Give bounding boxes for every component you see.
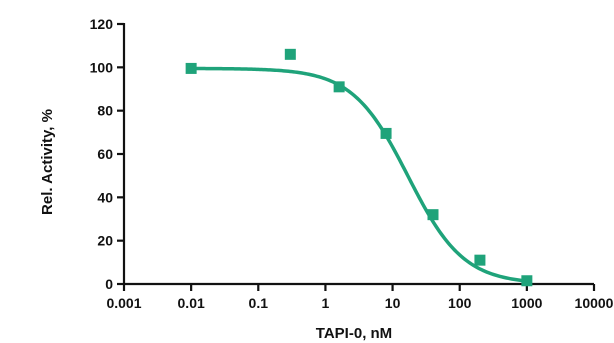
y-axis-ticks: 0 20 40 60 80 100 120: [90, 16, 124, 292]
x-tick-label: 100: [448, 295, 472, 311]
data-points: [185, 48, 533, 287]
data-point: [380, 127, 392, 139]
x-tick-label: 0.001: [106, 295, 141, 311]
x-axis-ticks: 0.001 0.01 0.1 1 10 100 1000 10000: [106, 284, 614, 311]
x-tick-label: 10: [385, 295, 401, 311]
x-axis-title: TAPI-0, nM: [316, 325, 392, 342]
data-point: [333, 81, 345, 93]
x-tick-label: 1: [322, 295, 330, 311]
y-tick-label: 100: [90, 59, 114, 75]
data-point: [521, 275, 533, 287]
y-tick-label: 120: [90, 16, 114, 32]
data-point: [185, 62, 197, 74]
x-tick-label: 10000: [575, 295, 614, 311]
y-tick-label: 80: [97, 103, 113, 119]
axes: [122, 23, 594, 286]
data-point: [284, 48, 296, 60]
y-axis-title: Rel. Activity, %: [39, 109, 56, 215]
y-tick-label: 20: [97, 233, 113, 249]
y-tick-label: 60: [97, 146, 113, 162]
y-tick-label: 0: [105, 276, 113, 292]
x-tick-label: 0.1: [249, 295, 269, 311]
y-tick-label: 40: [97, 189, 113, 205]
x-tick-label: 0.01: [178, 295, 205, 311]
x-tick-label: 1000: [511, 295, 542, 311]
fit-curve: [191, 66, 528, 283]
data-point: [427, 209, 439, 221]
data-point: [474, 254, 486, 266]
